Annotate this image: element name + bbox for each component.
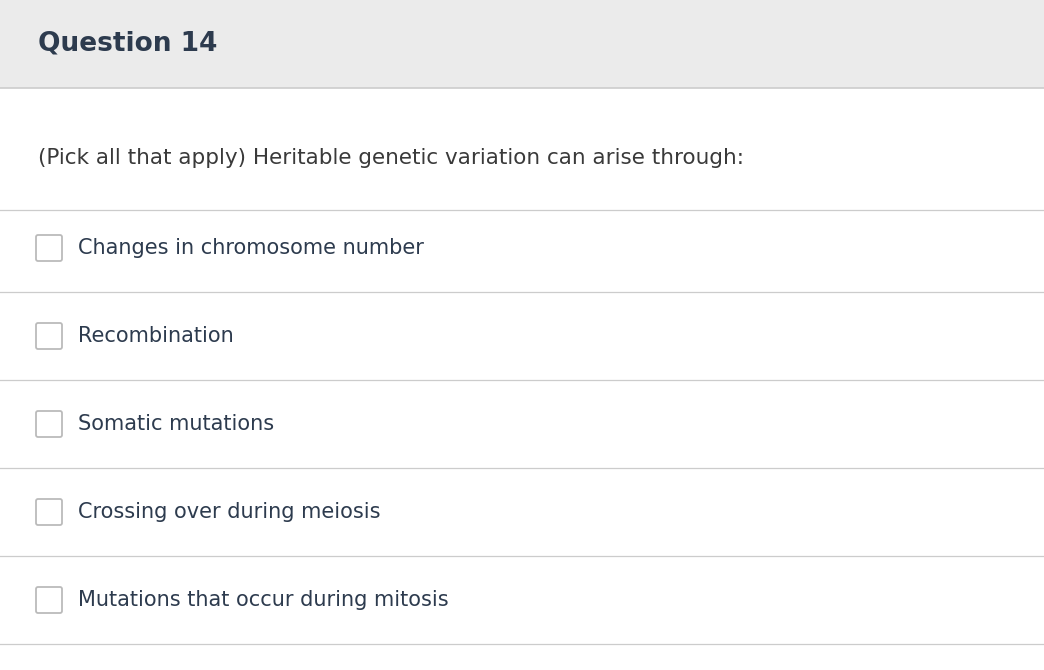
FancyBboxPatch shape <box>35 411 62 437</box>
FancyBboxPatch shape <box>35 587 62 613</box>
Text: Mutations that occur during mitosis: Mutations that occur during mitosis <box>78 590 449 610</box>
Text: Recombination: Recombination <box>78 326 234 346</box>
Bar <box>0 0 1044 88</box>
Text: Changes in chromosome number: Changes in chromosome number <box>78 238 424 258</box>
Text: Question 14: Question 14 <box>38 31 217 57</box>
Text: (Pick all that apply) Heritable genetic variation can arise through:: (Pick all that apply) Heritable genetic … <box>38 148 744 168</box>
FancyBboxPatch shape <box>35 323 62 349</box>
Text: Somatic mutations: Somatic mutations <box>78 414 275 434</box>
FancyBboxPatch shape <box>35 235 62 261</box>
Text: Crossing over during meiosis: Crossing over during meiosis <box>78 502 380 522</box>
FancyBboxPatch shape <box>35 499 62 525</box>
